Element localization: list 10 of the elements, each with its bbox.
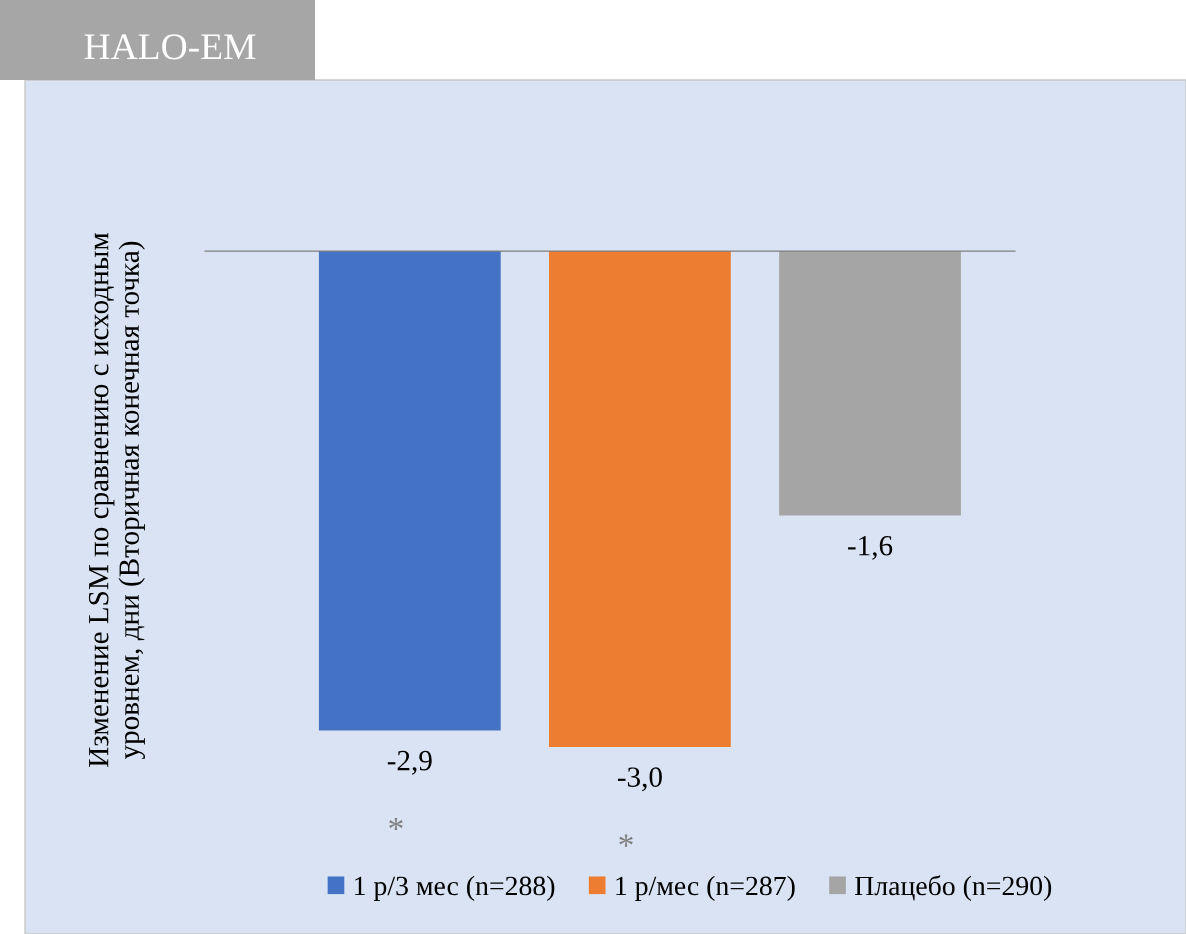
text: *	[389, 817, 403, 831]
data-label: -2,9	[387, 750, 432, 775]
y-axis-title: Изменение LSM по сравнению с исходным уровнем, дни (Вторичная конечная точка)	[88, 232, 145, 767]
chart-title: HALO-EM	[84, 34, 256, 60]
text: *	[619, 834, 633, 847]
data-label: -3,0	[617, 767, 662, 792]
legend-label: Плацебо (n=290)	[855, 875, 1052, 901]
data-label: -1,6	[848, 535, 893, 560]
legend-label: 1 р/3 мес (n=288)	[355, 875, 555, 901]
legend-label: 1 р/мес (n=287)	[616, 875, 795, 901]
